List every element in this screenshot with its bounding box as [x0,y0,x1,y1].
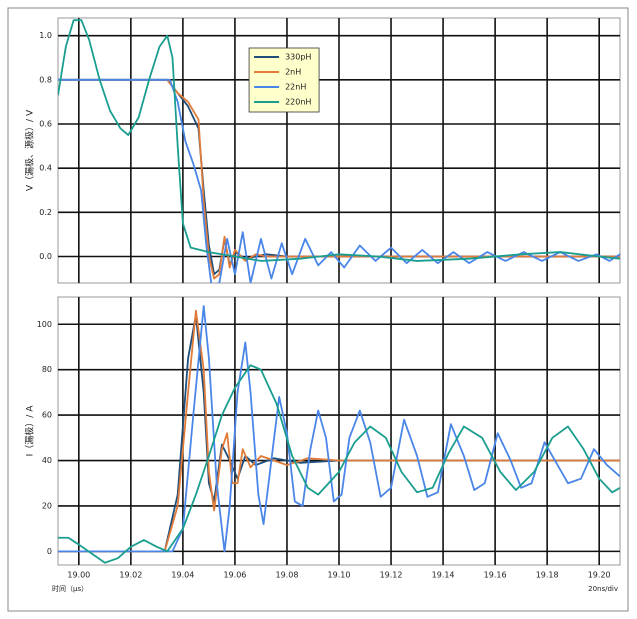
y-tick-label: 40 [42,456,52,465]
y-axis-label: V（漏极、源极）/ V [24,109,36,191]
x-tick-label: 19.12 [380,571,403,580]
series-line [58,305,620,553]
x-tick-label: 19.10 [328,571,351,580]
series-line [58,314,620,553]
series-line [58,19,620,262]
x-tick-label: 19.06 [223,571,246,580]
legend-label: 2nH [285,68,301,77]
y-tick-label: 0.6 [39,120,52,129]
y-tick-label: 1.0 [39,31,52,40]
x-tick-label: 19.00 [67,571,90,580]
y-tick-label: 0.8 [39,75,52,84]
x-tick-label: 19.20 [588,571,611,580]
y-tick-label: 100 [37,320,52,329]
series-line [58,309,620,553]
y-tick-label: 60 [42,411,52,420]
x-tick-label: 19.04 [171,571,194,580]
y-tick-label: 0.2 [39,208,52,217]
x-tick-label: 19.08 [276,571,299,580]
legend-label: 22nH [285,83,306,92]
y-tick-label: 80 [42,365,52,374]
x-tick-label: 19.18 [536,571,559,580]
y-tick-label: 20 [42,501,52,510]
scale-note: 20ns/div [588,585,618,593]
x-tick-label: 19.14 [432,571,455,580]
legend-label: 220nH [285,98,311,107]
y-axis-label: I（漏极）/ A [24,405,36,457]
y-tick-label: 0.0 [39,252,52,261]
y-tick-label: 0.4 [39,164,52,173]
x-tick-label: 19.16 [484,571,507,580]
x-tick-label: 19.02 [119,571,142,580]
frame [7,7,629,612]
series-line [58,364,620,564]
x-axis-label: 时间（μs） [52,584,88,593]
legend-label: 330pH [285,53,311,62]
y-tick-label: 0 [47,547,52,556]
